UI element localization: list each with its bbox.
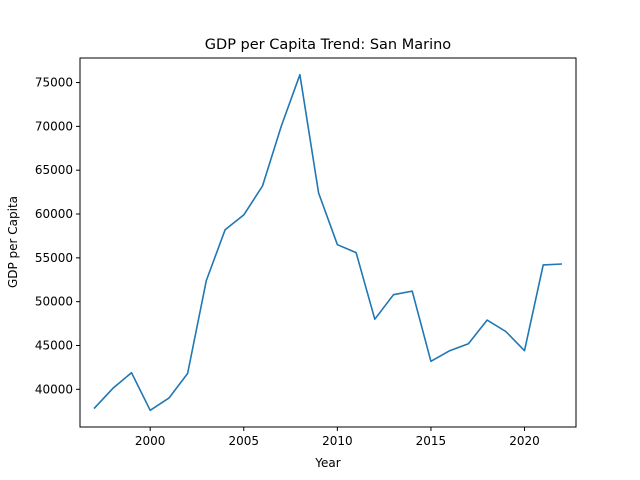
y-axis-label: GDP per Capita <box>6 196 20 288</box>
x-tick-label: 2005 <box>229 434 260 448</box>
y-tick-label: 50000 <box>35 295 73 309</box>
x-tick-label: 2010 <box>322 434 353 448</box>
x-tick-label: 2020 <box>509 434 540 448</box>
y-tick-label: 40000 <box>35 382 73 396</box>
chart-title: GDP per Capita Trend: San Marino <box>205 37 452 53</box>
x-axis: 2000 2005 2010 2015 2020 <box>135 427 540 448</box>
plot-area <box>93 73 563 412</box>
y-axis: 40000 45000 50000 55000 60000 65000 70000 75000 <box>35 76 80 396</box>
x-tick-label: 2000 <box>135 434 166 448</box>
y-tick-label: 60000 <box>35 207 73 221</box>
gdp-series-line <box>93 73 563 412</box>
x-axis-label: Year <box>314 456 340 470</box>
plot-frame <box>79 57 577 428</box>
y-tick-label: 45000 <box>35 338 73 352</box>
y-tick-label: 75000 <box>35 76 73 90</box>
y-tick-label: 55000 <box>35 251 73 265</box>
y-tick-label: 65000 <box>35 163 73 177</box>
y-tick-label: 70000 <box>35 119 73 133</box>
x-tick-label: 2015 <box>416 434 447 448</box>
